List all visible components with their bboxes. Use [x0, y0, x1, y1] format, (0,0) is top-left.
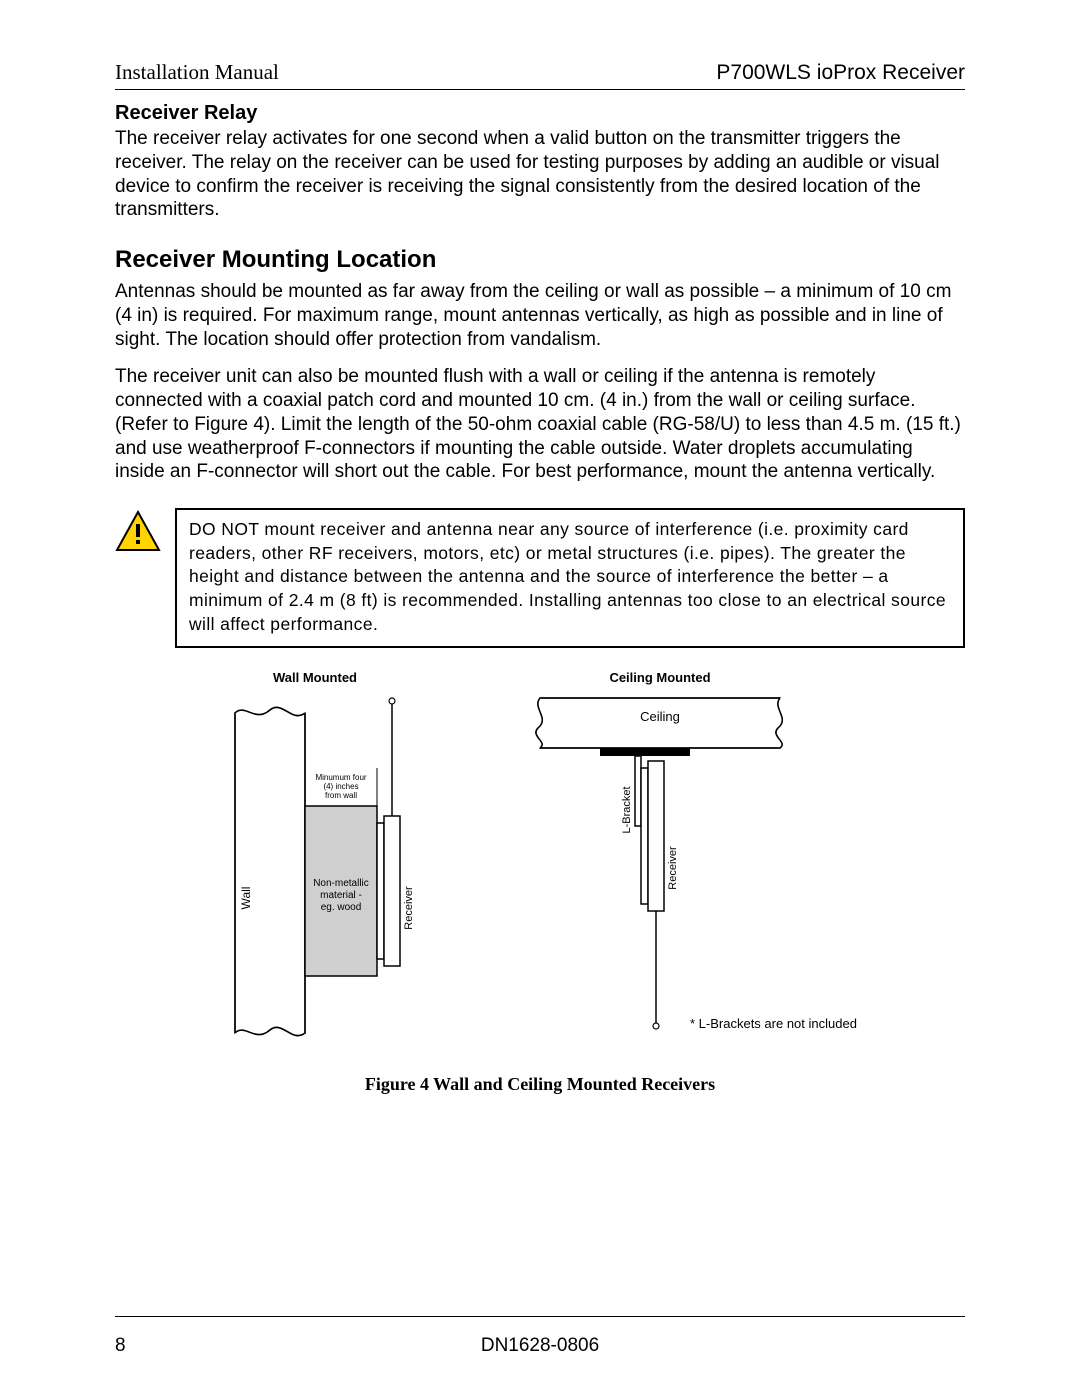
mounting-p1: Antennas should be mounted as far away f…	[115, 280, 965, 351]
svg-text:Receiver: Receiver	[403, 886, 415, 930]
svg-text:* L-Brackets are not included: * L-Brackets are not included	[690, 1016, 857, 1031]
svg-text:Ceiling: Ceiling	[640, 709, 680, 724]
svg-text:Wall: Wall	[239, 887, 253, 910]
svg-text:Receiver: Receiver	[667, 846, 679, 890]
warning-text: DO NOT mount receiver and antenna near a…	[175, 508, 965, 648]
svg-text:material -: material -	[320, 890, 362, 901]
header-left: Installation Manual	[115, 60, 279, 85]
page: Installation Manual P700WLS ioProx Recei…	[0, 0, 1080, 1397]
doc-id: DN1628-0806	[155, 1335, 925, 1357]
diagram: Wall Mounted Ceiling Mounted Wall	[115, 668, 965, 1095]
svg-text:from wall: from wall	[325, 791, 357, 800]
page-footer: 8 DN1628-0806	[115, 1316, 965, 1357]
svg-text:Minumum four: Minumum four	[315, 773, 366, 782]
svg-text:Wall Mounted: Wall Mounted	[273, 670, 357, 685]
section-body-relay: The receiver relay activates for one sec…	[115, 127, 965, 222]
page-header: Installation Manual P700WLS ioProx Recei…	[115, 60, 965, 90]
warning-block: DO NOT mount receiver and antenna near a…	[115, 508, 965, 648]
svg-text:Non-metallic: Non-metallic	[313, 878, 369, 889]
svg-text:(4) inches: (4) inches	[323, 782, 358, 791]
svg-text:eg. wood: eg. wood	[321, 902, 362, 913]
svg-text:Ceiling Mounted: Ceiling Mounted	[609, 670, 710, 685]
section-title-relay: Receiver Relay	[115, 102, 965, 125]
header-right: P700WLS ioProx Receiver	[716, 61, 965, 85]
figure-caption: Figure 4 Wall and Ceiling Mounted Receiv…	[115, 1074, 965, 1095]
mounting-p2: The receiver unit can also be mounted fl…	[115, 365, 965, 484]
page-number: 8	[115, 1335, 155, 1357]
mounting-diagram: Wall Mounted Ceiling Mounted Wall	[210, 668, 870, 1068]
warning-icon	[115, 510, 161, 552]
svg-text:L-Bracket: L-Bracket	[621, 787, 633, 834]
section-title-mounting: Receiver Mounting Location	[115, 246, 965, 274]
